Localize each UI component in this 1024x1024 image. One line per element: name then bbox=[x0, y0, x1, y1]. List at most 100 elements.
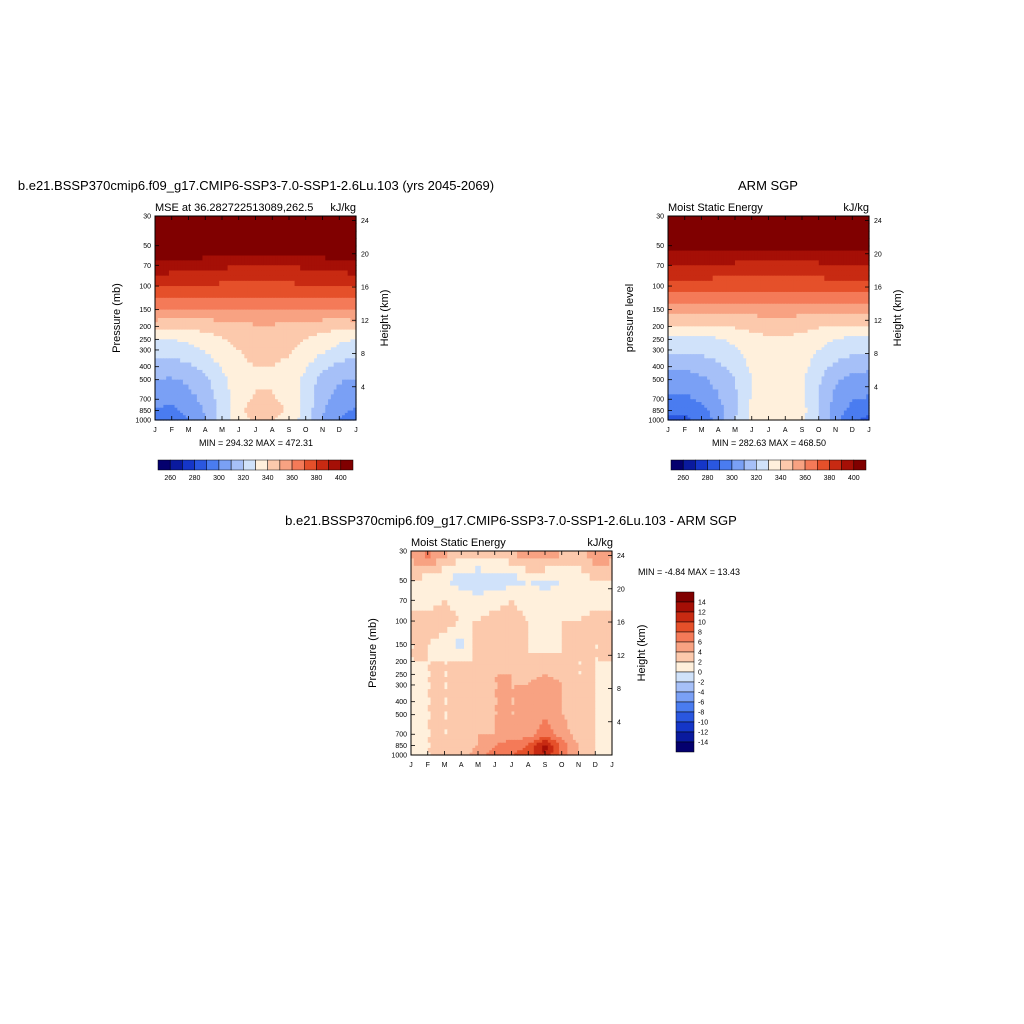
contour-cell bbox=[790, 216, 795, 225]
contour-cell bbox=[319, 260, 324, 266]
contour-cell bbox=[205, 354, 209, 359]
contour-cell bbox=[241, 384, 245, 391]
contour-cell bbox=[347, 280, 352, 287]
contour-cell bbox=[818, 303, 823, 311]
contour-cell bbox=[328, 415, 332, 419]
contour-cell bbox=[168, 223, 173, 232]
contour-cell bbox=[690, 309, 694, 315]
contour-cell bbox=[754, 250, 758, 257]
contour-cell bbox=[280, 399, 285, 403]
contour-cell bbox=[280, 245, 285, 252]
contour-cell bbox=[695, 309, 700, 315]
contour-cell bbox=[168, 245, 173, 252]
contour-cell bbox=[213, 342, 218, 346]
contour-cell bbox=[283, 384, 287, 391]
contour-cell bbox=[166, 260, 170, 266]
contour-cell bbox=[235, 309, 240, 315]
contour-cell bbox=[208, 265, 212, 272]
contour-cell bbox=[314, 402, 318, 406]
contour-cell bbox=[174, 354, 178, 359]
contour-cell bbox=[339, 318, 343, 323]
contour-cell bbox=[182, 322, 187, 327]
contour-cell bbox=[740, 270, 744, 277]
contour-cell bbox=[255, 260, 259, 266]
contour-cell bbox=[244, 358, 248, 364]
contour-cell bbox=[835, 223, 839, 232]
contour-cell bbox=[255, 303, 259, 311]
contour-cell bbox=[866, 313, 870, 319]
contour-cell bbox=[210, 250, 215, 257]
contour-cell bbox=[810, 318, 814, 323]
contour-cell bbox=[224, 255, 229, 261]
contour-cell bbox=[813, 313, 817, 319]
contour-cell bbox=[160, 369, 164, 374]
contour-cell bbox=[319, 384, 324, 391]
contour-cell bbox=[286, 270, 290, 277]
contour-cell bbox=[244, 245, 248, 252]
contour-cell bbox=[166, 417, 170, 421]
contour-cell bbox=[342, 297, 346, 305]
contour-cell bbox=[729, 255, 733, 261]
contour-cell bbox=[670, 250, 675, 257]
contour-cell bbox=[191, 318, 195, 323]
contour-cell bbox=[782, 245, 786, 252]
contour-cell bbox=[160, 412, 164, 416]
contour-cell bbox=[866, 230, 870, 239]
contour-cell bbox=[841, 280, 845, 287]
contour-cell bbox=[182, 339, 187, 343]
contour-cell bbox=[347, 412, 352, 416]
contour-cell bbox=[729, 322, 733, 327]
contour-cell bbox=[314, 358, 318, 364]
contour-cell bbox=[679, 309, 683, 315]
contour-cell bbox=[333, 415, 338, 419]
contour-cell bbox=[336, 336, 340, 340]
contour-cell bbox=[314, 297, 318, 305]
contour-cell bbox=[157, 373, 162, 378]
contour-cell bbox=[247, 255, 251, 261]
contour-cell bbox=[855, 303, 859, 311]
contour-cell bbox=[824, 318, 828, 323]
contour-cell bbox=[216, 322, 220, 327]
contour-cell bbox=[799, 265, 803, 272]
contour-cell bbox=[827, 223, 831, 232]
contour-cell bbox=[283, 313, 287, 319]
contour-cell bbox=[807, 322, 811, 327]
contour-cell bbox=[693, 255, 697, 261]
contour-cell bbox=[804, 303, 809, 311]
contour-cell bbox=[333, 373, 338, 378]
contour-cell bbox=[311, 238, 315, 247]
contour-cell bbox=[821, 216, 825, 225]
contour-cell bbox=[849, 291, 853, 299]
contour-cell bbox=[258, 291, 262, 299]
contour-cell bbox=[194, 291, 198, 299]
contour-cell bbox=[266, 286, 271, 293]
contour-cell bbox=[297, 384, 301, 391]
contour-cell bbox=[863, 270, 867, 277]
contour-cell bbox=[286, 379, 290, 386]
contour-cell bbox=[308, 255, 312, 261]
contour-cell bbox=[350, 407, 354, 412]
contour-cell bbox=[300, 358, 304, 364]
contour-cell bbox=[300, 376, 304, 381]
panel-right-string: kJ/kg bbox=[843, 202, 869, 214]
contour-cell bbox=[670, 265, 675, 272]
contour-cell bbox=[157, 291, 162, 299]
contour-cell bbox=[168, 412, 173, 416]
contour-cell bbox=[210, 260, 215, 266]
contour-cell bbox=[222, 238, 226, 247]
contour-cell bbox=[342, 318, 346, 323]
contour-cell bbox=[330, 404, 335, 409]
contour-cell bbox=[333, 336, 338, 340]
contour-cell bbox=[679, 303, 683, 311]
contour-cell bbox=[860, 265, 865, 272]
contour-cell bbox=[216, 389, 220, 395]
contour-cell bbox=[166, 216, 170, 225]
contour-cell bbox=[275, 322, 279, 327]
contour-cell bbox=[213, 349, 218, 355]
contour-cell bbox=[339, 297, 343, 305]
contour-cell bbox=[199, 322, 204, 327]
contour-cell bbox=[311, 379, 315, 386]
contour-cell bbox=[210, 399, 215, 403]
y-tick-label: 50 bbox=[143, 243, 151, 250]
contour-cell bbox=[249, 362, 254, 368]
